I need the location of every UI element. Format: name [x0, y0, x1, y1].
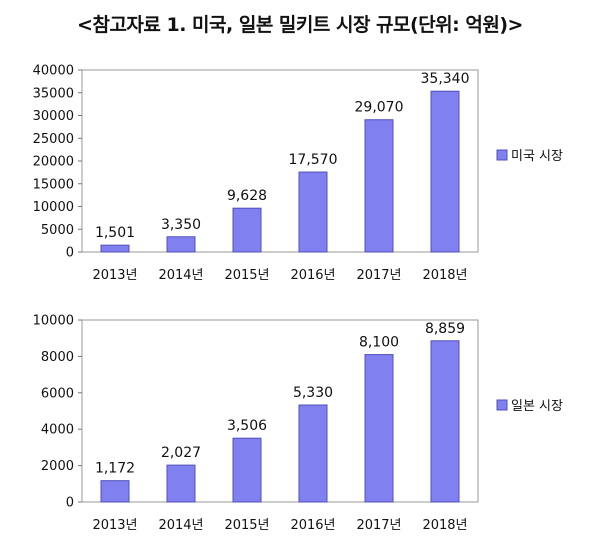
us-chart-data-label: 3,350 [161, 217, 201, 233]
jp-chart-x-tick-label: 2015년 [224, 518, 269, 533]
jp-chart-x-tick-label: 2018년 [422, 518, 467, 533]
us-chart-x-tick-label: 2018년 [422, 268, 467, 283]
jp-chart-x-tick-label: 2017년 [356, 518, 401, 533]
us-chart-bar [364, 119, 394, 253]
us-chart-y-tick-label: 0 [66, 246, 74, 261]
us-chart-data-label: 29,070 [355, 100, 404, 116]
jp-chart-y-tick-label: 6000 [41, 386, 74, 401]
us-chart-x-tick-label: 2013년 [92, 268, 137, 283]
jp-chart-y-tick-label: 2000 [41, 459, 74, 474]
jp-chart-x-tick-label: 2013년 [92, 518, 137, 533]
jp-chart-data-label: 8,859 [425, 321, 465, 337]
us-chart-data-label: 17,570 [289, 152, 338, 168]
us-chart-plot-frame [81, 69, 479, 253]
us-chart-x-tick-label: 2015년 [224, 268, 269, 283]
us-chart-legend-swatch [496, 149, 508, 161]
jp-chart-legend-label: 일본 시장 [511, 399, 563, 414]
jp-chart-data-label: 2,027 [161, 445, 201, 461]
jp-chart-data-label: 5,330 [293, 385, 333, 401]
japan-market-chart: 0 2000 4000 6000 8000 10000 1,172 2013년 2,027 201… [0, 306, 600, 546]
us-chart-y-tick-label: 5000 [41, 223, 74, 238]
jp-chart-bar [166, 464, 196, 503]
us-chart-x-tick-label: 2017년 [356, 268, 401, 283]
us-market-chart: 0 5000 10000 15000 20000 25000 30000 35000 40000… [0, 56, 600, 296]
us-chart-y-tick-label: 40000 [33, 64, 74, 79]
us-chart-legend-label: 미국 시장 [511, 149, 563, 164]
us-chart-data-label: 9,628 [227, 188, 267, 204]
jp-chart-x-tick-label: 2016년 [290, 518, 335, 533]
japan-market-chart-svg: 0 2000 4000 6000 8000 10000 1,172 2013년 2,027 201… [33, 314, 593, 533]
us-chart-y-tick-label: 20000 [33, 155, 74, 170]
us-chart-data-label: 35,340 [421, 71, 470, 87]
us-chart-bar [430, 90, 460, 253]
jp-chart-legend [493, 393, 593, 417]
us-market-chart-svg: 0 5000 10000 15000 20000 25000 30000 35000 40000… [33, 64, 593, 283]
jp-chart-y-tick-label: 8000 [41, 350, 74, 365]
jp-chart-bar [100, 480, 130, 503]
us-chart-bar [298, 171, 328, 253]
jp-chart-x-tick-label: 2014년 [158, 518, 203, 533]
jp-chart-y-tick-label: 4000 [41, 423, 74, 438]
jp-chart-bar [232, 437, 262, 503]
jp-chart-bar [298, 404, 328, 503]
us-chart-y-tick-label: 25000 [33, 132, 74, 147]
jp-chart-data-label: 1,172 [95, 461, 135, 477]
us-chart-legend [493, 143, 593, 167]
jp-chart-plot-frame [81, 319, 479, 503]
us-chart-y-tick-label: 30000 [33, 109, 74, 124]
us-chart-y-tick-label: 10000 [33, 200, 74, 215]
us-chart-x-tick-label: 2016년 [290, 268, 335, 283]
us-chart-bar [232, 207, 262, 253]
us-chart-bar [166, 236, 196, 253]
jp-chart-data-label: 3,506 [227, 418, 267, 434]
us-chart-y-tick-label: 35000 [33, 86, 74, 101]
us-chart-bar [100, 244, 130, 253]
page-title: <참고자료 1. 미국, 일본 밀키트 시장 규모(단위: 억원)> [77, 14, 523, 36]
jp-chart-bar [364, 354, 394, 503]
jp-chart-bar [430, 340, 460, 503]
jp-chart-data-label: 8,100 [359, 335, 399, 351]
jp-chart-y-tick-label: 10000 [33, 314, 74, 329]
us-chart-data-label: 1,501 [95, 225, 135, 241]
us-chart-y-tick-label: 15000 [33, 177, 74, 192]
jp-chart-y-tick-label: 0 [66, 496, 74, 511]
jp-chart-legend-swatch [496, 399, 508, 411]
us-chart-x-tick-label: 2014년 [158, 268, 203, 283]
